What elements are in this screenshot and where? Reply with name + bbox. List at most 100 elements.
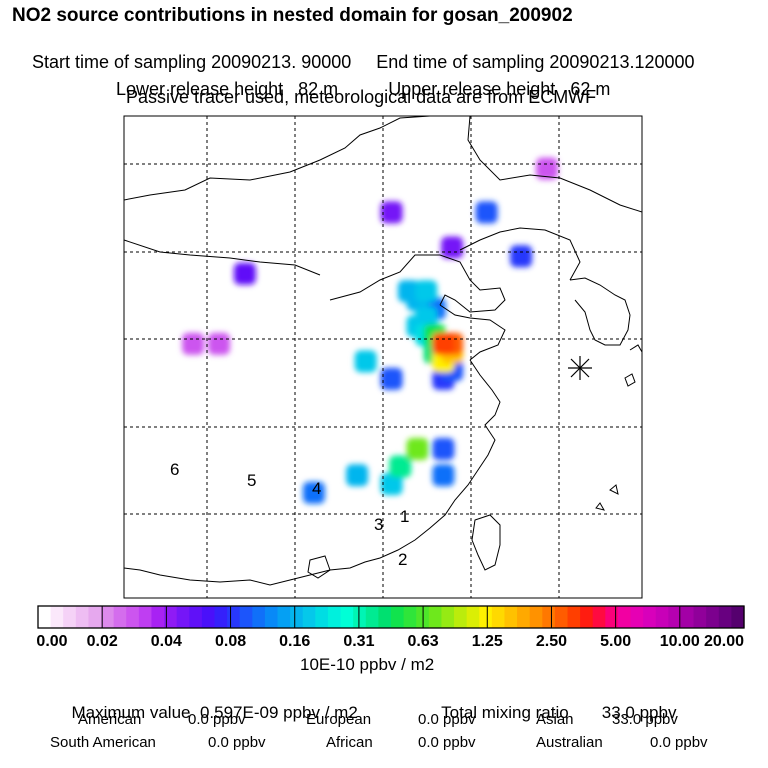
region-label-6: 6 — [170, 460, 179, 479]
colorbar-bin — [151, 606, 165, 628]
plume-cell — [182, 332, 205, 355]
total-mixing-stat: Total mixing ratio 33.0 ppbv — [432, 687, 676, 721]
plume-cell — [415, 280, 438, 303]
colorbar-bin — [88, 606, 102, 628]
colorbar-bin — [214, 606, 228, 628]
colorbar-tick-label: 0.16 — [279, 633, 310, 650]
colorbar-bin — [252, 606, 266, 628]
colorbar-bin — [706, 606, 720, 628]
source-value-asian: 33.0 ppbv — [612, 711, 678, 728]
colorbar-bin — [542, 606, 556, 628]
start-time-label: Start time of sampling — [32, 52, 207, 72]
start-time-value: 20090213. 90000 — [211, 52, 352, 72]
colorbar-bin — [353, 606, 367, 628]
colorbar-bin — [239, 606, 253, 628]
source-value-american: 0.0 ppbv — [188, 711, 246, 728]
colorbar-bin — [264, 606, 279, 628]
colorbar-tick-label: 0.04 — [151, 633, 182, 650]
upper-height-value: 62 m — [570, 79, 611, 99]
plume-cell — [441, 236, 464, 259]
region-label-3: 3 — [374, 515, 383, 534]
hainan-coast — [307, 555, 331, 579]
colorbar-tick-labels: 0.00 0.02 0.04 0.08 0.16 0.31 0.63 1.25 2.50 5.00… — [36, 633, 744, 650]
plume-cell — [432, 464, 455, 487]
region-label-2: 2 — [398, 550, 407, 569]
total-mixing-label: Total mixing ratio — [441, 703, 569, 722]
source-name-south-american: South American — [50, 734, 156, 751]
colorbar-bin — [63, 606, 77, 628]
colorbar-bin — [554, 606, 569, 628]
colorbar-bin — [126, 606, 140, 628]
plume-cell — [475, 201, 498, 224]
source-name-american: American — [78, 711, 142, 728]
map-gridlines — [124, 116, 642, 598]
max-value-stat: Maximum value 0.597E-09 ppbv / m2 — [62, 687, 358, 722]
source-value-south-american: 0.0 ppbv — [208, 734, 266, 751]
total-mixing-value: 33.0 ppbv — [601, 703, 677, 722]
colorbar-bin — [479, 606, 493, 628]
colorbar-bin — [655, 606, 669, 628]
colorbar-bin — [113, 606, 127, 628]
colorbar-bins — [38, 606, 745, 628]
colorbar-bin — [277, 606, 291, 628]
colorbar-bin — [138, 606, 153, 628]
colorbar-bin — [680, 606, 695, 628]
plume-cell — [208, 332, 230, 355]
tracer-note: Passive tracer used, meteorological data… — [126, 87, 597, 107]
plume-cell — [346, 464, 369, 487]
source-name-australian: Australian — [536, 734, 603, 751]
colorbar-bin — [605, 606, 619, 628]
colorbar-bin — [176, 606, 190, 628]
lower-height-value: 82 m — [298, 79, 339, 99]
plume-cell — [380, 367, 403, 390]
korea-peninsula-coast — [569, 277, 631, 346]
colorbar-bin — [580, 606, 594, 628]
upper-height-label: Upper release height — [388, 79, 556, 99]
colorbar-bin — [504, 606, 518, 628]
colorbar-bin — [201, 606, 216, 628]
colorbar-bin — [567, 606, 581, 628]
max-value: 0.597E-09 ppbv / m2 — [199, 703, 358, 722]
bohai-coast — [329, 254, 506, 313]
colorbar-bin — [290, 606, 304, 628]
japan-islands — [595, 344, 642, 511]
colorbar-bin — [454, 606, 468, 628]
source-value-african: 0.0 ppbv — [418, 734, 476, 751]
source-value-australian: 0.0 ppbv — [650, 734, 708, 751]
end-time-value: 20090213.120000 — [549, 52, 695, 72]
colorbar-bin — [718, 606, 732, 628]
map-frame — [123, 115, 643, 599]
coastlines — [124, 116, 642, 586]
plume-layer — [182, 157, 558, 504]
colorbar-bin — [731, 606, 745, 628]
colorbar-bin — [164, 606, 178, 628]
source-name-african: African — [326, 734, 373, 751]
colorbar-tick-label: 0.31 — [343, 633, 374, 650]
taiwan-coast — [471, 514, 501, 571]
colorbar-bin — [327, 606, 342, 628]
colorbar-bin — [227, 606, 241, 628]
lower-height-label: Lower release height — [116, 79, 284, 99]
colorbar-tick-label: 10.00 — [660, 633, 700, 650]
colorbar-tick-label: 20.00 — [704, 633, 744, 650]
colorbar-bin — [378, 606, 392, 628]
korea-china-border-line — [459, 227, 581, 281]
colorbar-bin — [101, 606, 115, 628]
colorbar-bin — [517, 606, 531, 628]
colorbar-bin — [693, 606, 707, 628]
region-label-5: 5 — [247, 471, 256, 490]
plume-cell — [233, 262, 256, 285]
plume-cell — [510, 245, 533, 268]
colorbar-bin — [441, 606, 455, 628]
colorbar-bin — [315, 606, 329, 628]
colorbar-tick-lines — [101, 606, 681, 628]
region-label-4: 4 — [312, 479, 321, 498]
colorbar-tick-label: 0.63 — [408, 633, 439, 650]
plume-cell — [380, 201, 403, 224]
colorbar-bin — [50, 606, 64, 628]
sampling-times-line: Start time of sampling 20090213. 90000 E… — [22, 35, 695, 71]
colorbar-tick-label: 0.08 — [215, 633, 246, 650]
plume-cell — [389, 455, 412, 478]
colorbar-bin — [491, 606, 506, 628]
